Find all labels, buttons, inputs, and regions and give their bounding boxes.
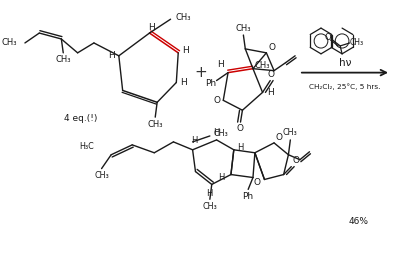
Text: H: H [148, 23, 155, 32]
Text: 46%: 46% [348, 216, 368, 226]
Text: CH₃: CH₃ [148, 120, 163, 129]
Text: CH₂Cl₂, 25°C, 5 hrs.: CH₂Cl₂, 25°C, 5 hrs. [309, 83, 381, 90]
Text: H: H [108, 51, 114, 60]
Text: H: H [218, 173, 224, 182]
Text: CH₃: CH₃ [94, 171, 109, 180]
Text: CH₃: CH₃ [175, 13, 191, 22]
Text: CH₃: CH₃ [255, 61, 270, 70]
Text: H: H [206, 189, 212, 198]
Text: O: O [275, 133, 282, 143]
Text: H: H [191, 136, 198, 145]
Text: H: H [213, 129, 220, 138]
Text: O: O [253, 178, 260, 187]
Text: O: O [269, 43, 276, 52]
Text: CH₃: CH₃ [236, 24, 251, 33]
Text: O: O [324, 33, 331, 42]
Text: H₃C: H₃C [79, 142, 94, 151]
Text: H: H [217, 60, 224, 69]
Text: O: O [213, 96, 220, 105]
Text: O: O [268, 70, 275, 79]
Text: 4 eq.(!): 4 eq.(!) [64, 114, 97, 123]
Text: O: O [236, 124, 243, 133]
Text: CH₃: CH₃ [56, 55, 71, 64]
Text: H: H [267, 88, 274, 97]
Text: +: + [195, 65, 208, 80]
Text: O: O [292, 156, 300, 165]
Text: H: H [237, 143, 244, 152]
Text: hν: hν [339, 58, 351, 68]
Text: CH₃: CH₃ [214, 129, 229, 139]
Text: H: H [181, 78, 187, 87]
Text: CH₃: CH₃ [283, 129, 298, 138]
Text: Ph: Ph [205, 79, 216, 88]
Text: CH₃: CH₃ [202, 202, 217, 211]
Text: CH₃: CH₃ [2, 38, 17, 47]
Text: CH₃: CH₃ [349, 38, 364, 47]
Text: H: H [182, 46, 189, 55]
Text: Ph: Ph [243, 192, 254, 201]
